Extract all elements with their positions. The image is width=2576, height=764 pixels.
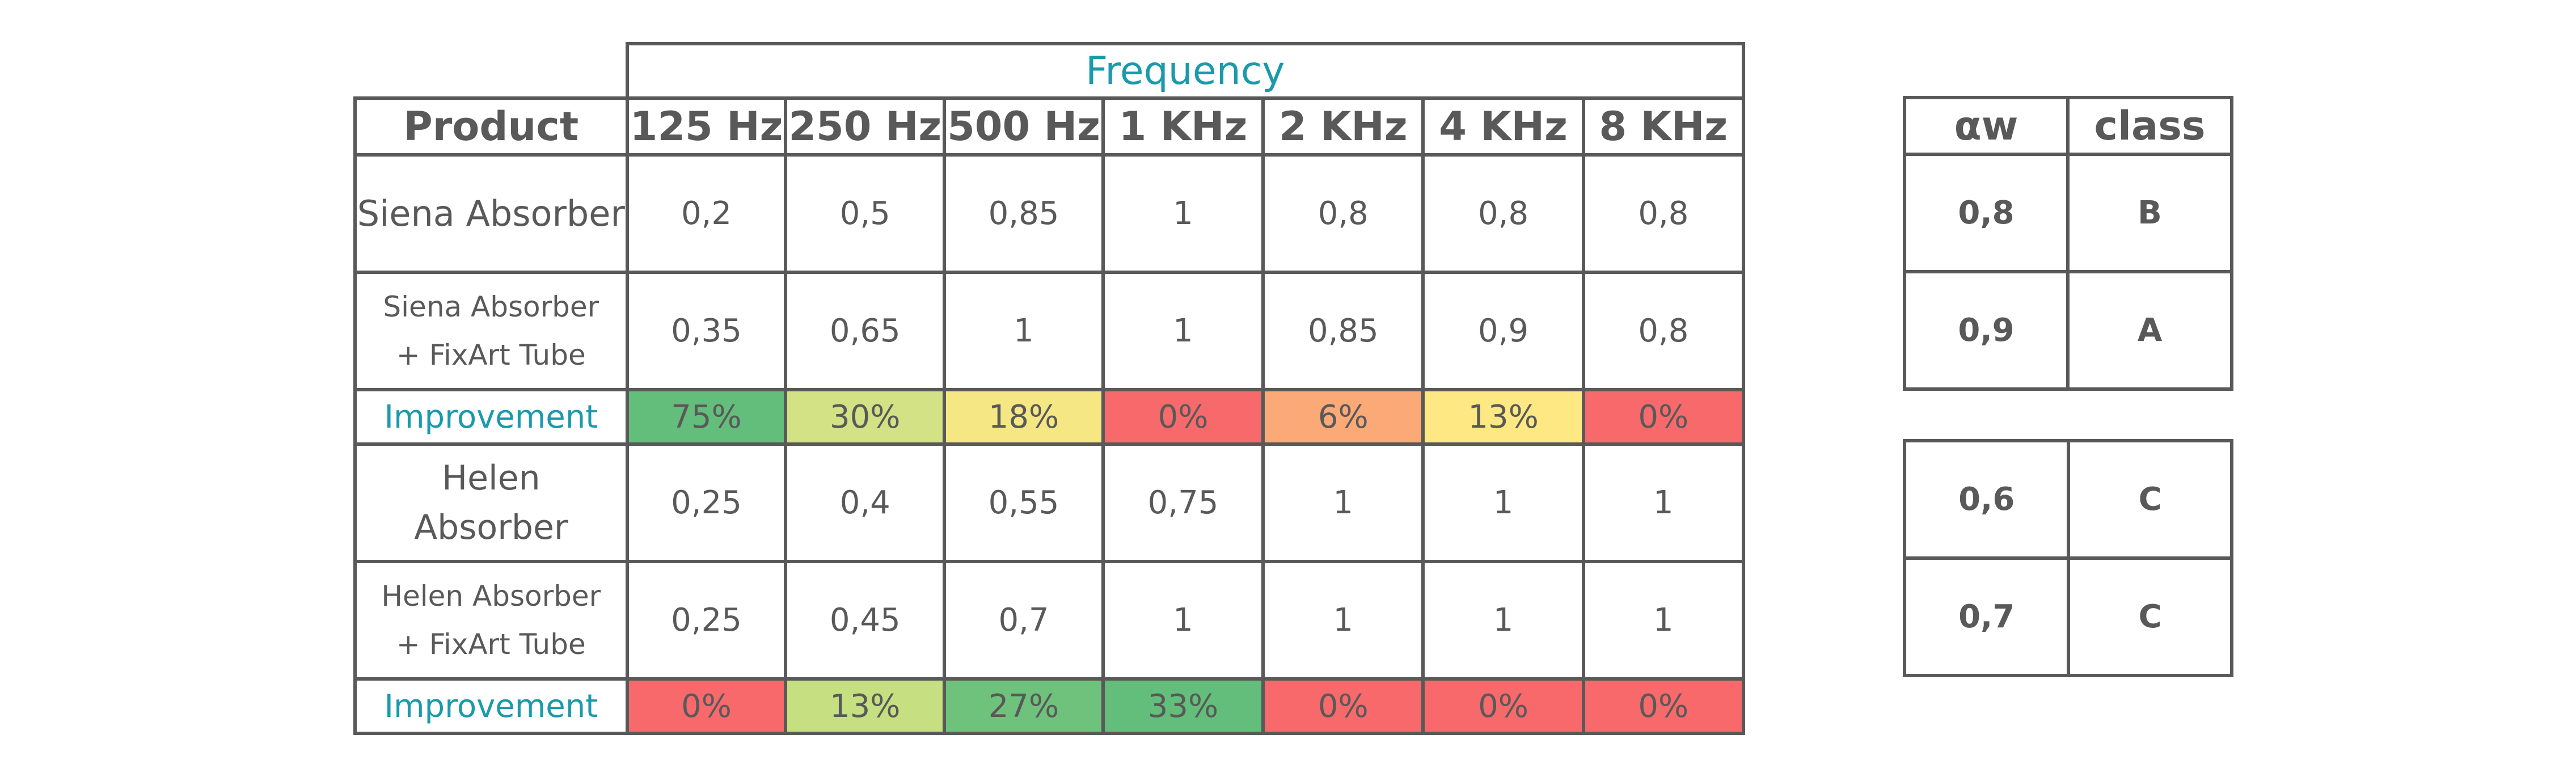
value-cell: 0,9 (1421, 271, 1585, 391)
product-name-line: Helen Absorber (381, 579, 601, 613)
table-row: Helen Absorber 0,25 0,4 0,55 0,75 1 1 1 (353, 442, 1746, 563)
product-name-line: + FixArt Tube (396, 627, 586, 661)
improvement-cell: 0% (1581, 677, 1746, 735)
improvement-cell: 6% (1261, 388, 1425, 446)
value-cell: 1 (1101, 153, 1265, 274)
value-cell: 0,85 (1261, 271, 1425, 391)
value-cell: 0,5 (784, 153, 947, 274)
value-cell: 1 (1421, 560, 1585, 681)
value-cell: 0,65 (784, 271, 947, 391)
value-cell: 1 (1261, 442, 1425, 563)
value-cell: 1 (1101, 271, 1265, 391)
improvement-cell: 0% (625, 677, 788, 735)
improvement-cell: 13% (1421, 388, 1585, 446)
value-cell: 1 (1581, 442, 1746, 563)
improvement-cell: 13% (784, 677, 947, 735)
value-cell: 0,8 (1581, 153, 1746, 274)
improvement-cell: 18% (943, 388, 1105, 446)
aw-value: 0,6 (1902, 439, 2071, 560)
value-cell: 0,75 (1101, 442, 1265, 563)
class-value: A (2066, 270, 2233, 391)
value-cell: 1 (1261, 560, 1425, 681)
value-cell: 0,8 (1421, 153, 1585, 274)
aw-value: 0,8 (1902, 153, 2070, 273)
value-cell: 1 (1101, 560, 1265, 681)
product-name-line: Helen (442, 458, 540, 498)
table-row: Helen Absorber + FixArt Tube 0,25 0,45 0… (353, 560, 1746, 681)
improvement-cell: 27% (943, 677, 1105, 735)
table-row: Siena Absorber 0,2 0,5 0,85 1 0,8 0,8 0,… (353, 153, 1746, 274)
class-header: class (2066, 96, 2233, 156)
improvement-cell: 33% (1101, 677, 1265, 735)
improvement-cell: 30% (784, 388, 947, 446)
value-cell: 0,25 (625, 442, 788, 563)
aw-value: 0,7 (1902, 556, 2071, 677)
product-name: Helen Absorber (353, 442, 629, 563)
improvement-cell: 0% (1261, 677, 1425, 735)
empty-corner-cell (355, 44, 627, 100)
product-name: Siena Absorber (353, 153, 629, 274)
product-header: Product (353, 96, 629, 157)
improvement-cell: 0% (1421, 677, 1585, 735)
class-value: B (2066, 153, 2233, 273)
freq-header-4k: 4 KHz (1421, 96, 1585, 157)
aw-header: αw (1902, 96, 2070, 156)
frequency-header: Frequency (625, 42, 1746, 100)
absorption-table: Frequency Product 125 Hz 250 Hz 500 Hz 1… (353, 42, 1746, 735)
value-cell: 0,7 (943, 560, 1105, 681)
product-name-line: Siena Absorber (383, 290, 599, 323)
aw-value: 0,9 (1902, 270, 2070, 391)
value-cell: 0,55 (943, 442, 1105, 563)
class-value: C (2067, 439, 2233, 560)
table-row: 0,8 B (1902, 153, 2233, 273)
improvement-row: Improvement 0% 13% 27% 33% 0% 0% 0% (353, 677, 1746, 735)
improvement-label: Improvement (353, 388, 629, 446)
value-cell: 1 (1581, 560, 1746, 681)
improvement-cell: 0% (1101, 388, 1265, 446)
rating-table-siena: αw class 0,8 B 0,9 A (1902, 96, 2233, 391)
value-cell: 0,2 (625, 153, 788, 274)
product-name: Siena Absorber + FixArt Tube (353, 271, 629, 391)
value-cell: 0,4 (784, 442, 947, 563)
improvement-cell: 75% (625, 388, 788, 446)
freq-header-1k: 1 KHz (1101, 96, 1265, 157)
freq-header-125: 125 Hz (625, 96, 788, 157)
value-cell: 0,8 (1261, 153, 1425, 274)
improvement-row: Improvement 75% 30% 18% 0% 6% 13% 0% (353, 388, 1746, 446)
class-value: C (2067, 556, 2233, 677)
freq-header-2k: 2 KHz (1261, 96, 1425, 157)
product-name-line: + FixArt Tube (396, 338, 586, 372)
value-cell: 1 (943, 271, 1105, 391)
table-row: 0,7 C (1902, 556, 2233, 677)
value-cell: 0,85 (943, 153, 1105, 274)
value-cell: 0,35 (625, 271, 788, 391)
product-name-line: Absorber (414, 507, 568, 547)
freq-header-8k: 8 KHz (1581, 96, 1746, 157)
product-name: Helen Absorber + FixArt Tube (353, 560, 629, 681)
rating-table-helen: 0,6 C 0,7 C (1902, 439, 2233, 677)
value-cell: 0,8 (1581, 271, 1746, 391)
value-cell: 0,45 (784, 560, 947, 681)
table-row: 0,6 C (1902, 439, 2233, 560)
value-cell: 1 (1421, 442, 1585, 563)
table-row: 0,9 A (1902, 270, 2233, 391)
value-cell: 0,25 (625, 560, 788, 681)
freq-header-500: 500 Hz (943, 96, 1105, 157)
improvement-cell: 0% (1581, 388, 1746, 446)
improvement-label: Improvement (353, 677, 629, 735)
table-row: Siena Absorber + FixArt Tube 0,35 0,65 1… (353, 271, 1746, 391)
freq-header-250: 250 Hz (784, 96, 947, 157)
